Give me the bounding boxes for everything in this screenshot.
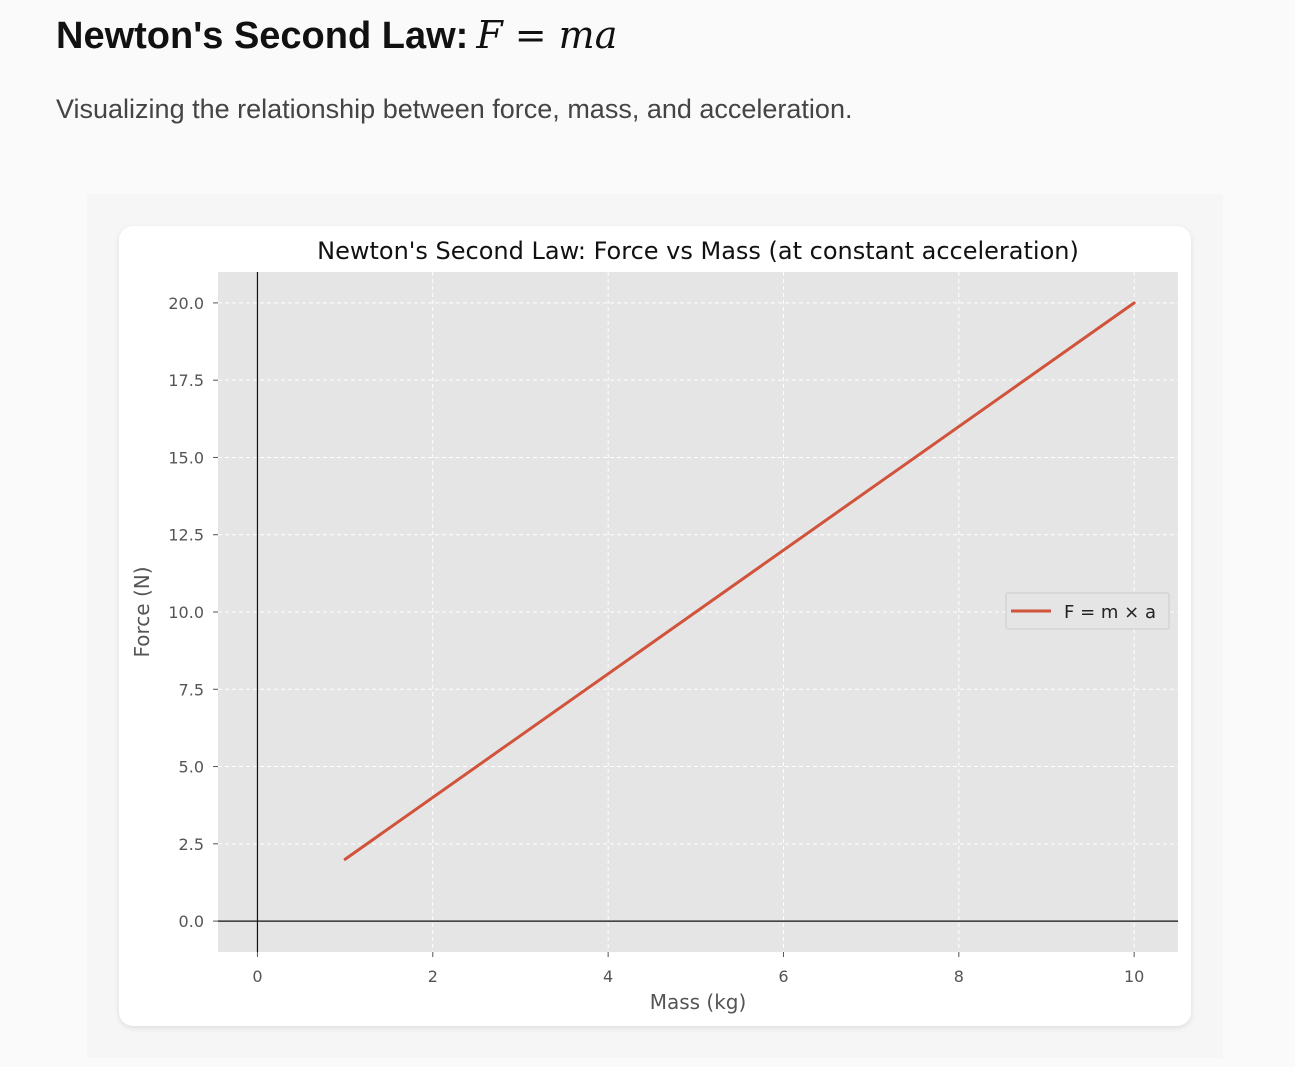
- y-axis-ticks: 0.0 2.5 5.0 7.5 10.0 12.5 15.0 17.5 20.0: [168, 294, 218, 931]
- legend-label: F = m × a: [1064, 602, 1156, 623]
- legend: F = m × a: [1005, 592, 1170, 630]
- y-tick-label: 12.5: [168, 526, 204, 545]
- y-tick-label: 7.5: [179, 680, 204, 699]
- x-tick-label: 6: [778, 967, 788, 986]
- x-axis-label: Mass (kg): [650, 990, 747, 1014]
- x-tick-label: 2: [428, 967, 438, 986]
- series-line-f-equals-ma: [343, 301, 1136, 861]
- y-axis-label: Force (N): [130, 566, 154, 657]
- y-tick-label: 17.5: [168, 371, 204, 390]
- y-tick-label: 2.5: [179, 835, 204, 854]
- reference-axes: [218, 272, 1178, 952]
- chart-card: Newton's Second Law: Force vs Mass (at c…: [119, 226, 1191, 1026]
- x-tick-label: 0: [252, 967, 262, 986]
- chart-title: Newton's Second Law: Force vs Mass (at c…: [317, 237, 1079, 265]
- force-vs-mass-chart: Newton's Second Law: Force vs Mass (at c…: [130, 237, 1178, 1014]
- y-tick-label: 5.0: [179, 758, 204, 777]
- page-subtitle: Visualizing the relationship between for…: [56, 94, 853, 124]
- x-tick-label: 8: [954, 967, 964, 986]
- y-tick-label: 15.0: [168, 448, 204, 467]
- page-title-text: Newton's Second Law:: [56, 15, 469, 57]
- series-layer: [343, 301, 1136, 861]
- x-tick-label: 4: [603, 967, 613, 986]
- legend-box: [1005, 592, 1170, 630]
- page-title-formula: F = ma: [476, 13, 618, 57]
- x-tick-label: 10: [1124, 967, 1144, 986]
- x-axis-ticks: 0 2 4 6 8 10: [252, 952, 1144, 986]
- y-tick-label: 10.0: [168, 603, 204, 622]
- y-tick-label: 20.0: [168, 294, 204, 313]
- page-title: Newton's Second Law: F = ma: [56, 12, 617, 59]
- y-tick-label: 0.0: [179, 912, 204, 931]
